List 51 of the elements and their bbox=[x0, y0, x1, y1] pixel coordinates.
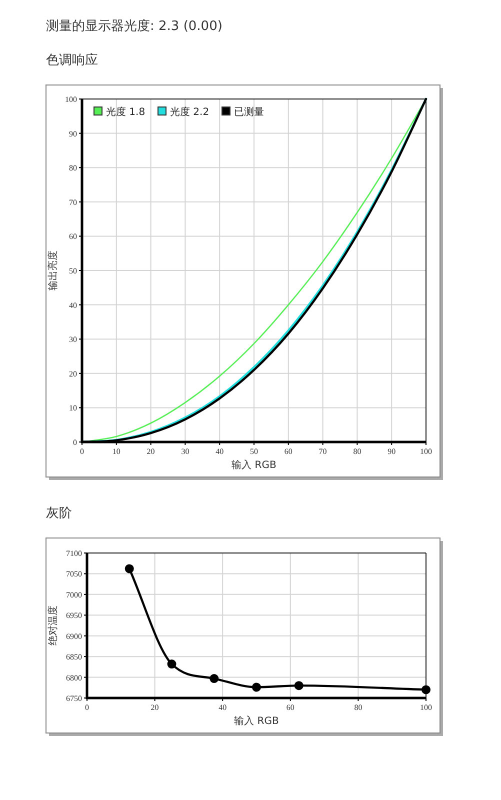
y-tick-label: 70 bbox=[69, 198, 77, 207]
legend-label: 光度 2.2 bbox=[170, 106, 210, 118]
y-axis-title: 绝对温度 bbox=[47, 606, 59, 646]
text: 测量的显示器光度: 2.3 (0.00) bbox=[46, 18, 222, 34]
x-axis-title: 输入 RGB bbox=[234, 715, 279, 727]
x-tick-label: 50 bbox=[250, 447, 258, 456]
point bbox=[210, 674, 219, 684]
y-tick-label: 50 bbox=[69, 266, 77, 276]
y-tick-label: 7100 bbox=[66, 549, 82, 558]
y-tick-label: 80 bbox=[69, 164, 77, 173]
point bbox=[252, 682, 261, 692]
y-axis-title: 输出亮度 bbox=[47, 250, 59, 290]
x-tick-label: 90 bbox=[388, 447, 396, 456]
chart-title: 灰阶 bbox=[46, 506, 72, 521]
y-tick-label: 6950 bbox=[66, 611, 82, 620]
x-tick-label: 20 bbox=[150, 703, 159, 712]
x-tick-label: 10 bbox=[112, 447, 120, 456]
y-tick-label: 6850 bbox=[66, 652, 82, 662]
x-tick-label: 20 bbox=[146, 447, 155, 456]
legend-label: 光度 1.8 bbox=[106, 106, 146, 118]
y-tick-label: 90 bbox=[69, 129, 77, 138]
x-tick-label: 40 bbox=[216, 447, 224, 456]
x-tick-label: 100 bbox=[420, 447, 432, 456]
y-tick-label: 40 bbox=[69, 300, 77, 310]
x-tick-label: 80 bbox=[353, 447, 362, 456]
y-tick-label: 60 bbox=[69, 232, 77, 242]
y-tick-label: 100 bbox=[65, 95, 77, 104]
x-tick-label: 40 bbox=[218, 703, 227, 712]
x-tick-label: 80 bbox=[354, 703, 362, 712]
legend-label: 已测量 bbox=[234, 106, 264, 118]
chart-title: 色调响应 bbox=[46, 52, 98, 68]
point bbox=[422, 685, 430, 694]
y-tick-label: 0 bbox=[73, 438, 77, 447]
x-tick-label: 100 bbox=[420, 703, 432, 712]
x-tick-label: 60 bbox=[284, 447, 292, 456]
x-tick-label: 70 bbox=[318, 447, 327, 456]
y-tick-label: 7000 bbox=[66, 590, 82, 600]
y-tick-label: 7050 bbox=[66, 570, 82, 579]
x-tick-label: 0 bbox=[85, 703, 89, 712]
point bbox=[167, 660, 176, 669]
y-tick-label: 6750 bbox=[66, 694, 82, 703]
y-tick-label: 30 bbox=[69, 335, 77, 344]
y-tick-label: 20 bbox=[69, 369, 77, 378]
y-tick-label: 6900 bbox=[66, 632, 82, 641]
y-tick-label: 6800 bbox=[66, 673, 82, 682]
x-axis-title: 输入 RGB bbox=[232, 459, 276, 471]
x-tick-label: 30 bbox=[181, 447, 190, 456]
x-tick-label: 60 bbox=[286, 703, 294, 712]
point bbox=[294, 681, 304, 690]
point bbox=[124, 564, 134, 574]
y-tick-label: 10 bbox=[69, 404, 77, 413]
